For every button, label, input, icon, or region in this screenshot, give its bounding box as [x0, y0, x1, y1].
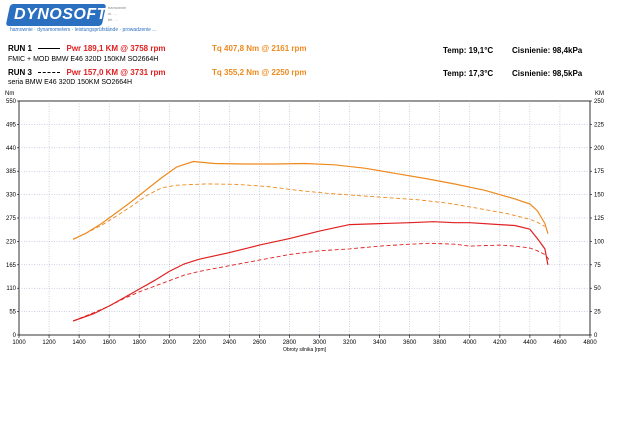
x-tick-label: 4400 — [523, 340, 537, 346]
x-tick-label: 1800 — [133, 340, 147, 346]
x-tick-label: 2200 — [193, 340, 207, 346]
y-right-tick-label: 0 — [594, 333, 598, 339]
logo-tagline: hamownie · dynamometers · leistungsprüfs… — [10, 27, 157, 33]
run3-power: Pwr 157,0 KM @ 3731 rpm — [66, 68, 166, 77]
run3-line-sample — [38, 72, 61, 74]
run3-torque: Tq 355,2 Nm @ 2250 rpm — [212, 68, 307, 77]
x-tick-label: 1400 — [72, 340, 86, 346]
y-left-axis-label: Nm — [5, 91, 14, 97]
y-right-tick-label: 25 — [594, 310, 601, 316]
y-right-tick-label: 200 — [594, 146, 605, 152]
y-right-tick-label: 225 — [594, 122, 605, 128]
x-tick-label: 1000 — [12, 340, 26, 346]
x-tick-label: 2800 — [283, 340, 297, 346]
series-line-3 — [72, 183, 546, 240]
run3-description: seria BMW E46 320D 150KM SO2664H — [8, 79, 133, 86]
contact-line: tel. ... — [108, 17, 118, 22]
run3-label: RUN 3 — [8, 68, 33, 77]
x-tick-label: 3800 — [433, 340, 447, 346]
y-left-tick-label: 55 — [9, 310, 16, 316]
y-right-tick-label: 175 — [594, 169, 605, 175]
series-line-1 — [72, 160, 549, 240]
y-left-tick-label: 440 — [6, 146, 17, 152]
run1-torque: Tq 407,8 Nm @ 2161 rpm — [212, 44, 307, 53]
x-tick-label: 4000 — [463, 340, 477, 346]
contact-line: ... — [108, 23, 112, 28]
series-line-2 — [72, 242, 550, 322]
run1-line-sample — [38, 48, 61, 50]
contact-line: ul. ... — [108, 11, 117, 16]
run3-row: RUN 3 Pwr 157,0 KM @ 3731 rpm — [8, 68, 165, 77]
y-left-tick-label: 220 — [6, 239, 17, 245]
run1-pressure: Cisnienie: 98,4kPa — [512, 46, 583, 55]
x-tick-label: 3400 — [373, 340, 387, 346]
y-left-tick-label: 110 — [6, 286, 16, 292]
dynosoft-logo: DYNOSOFT hamownie · dynamometers · leist… — [5, 4, 156, 34]
y-right-tick-label: 250 — [594, 99, 605, 105]
y-right-tick-label: 150 — [594, 193, 605, 199]
contact-block: hamownie ul. ... tel. ... ... — [108, 5, 126, 29]
y-right-axis-label: KM — [595, 91, 604, 97]
run1-row: RUN 1 Pwr 189,1 KM @ 3758 rpm — [8, 44, 165, 53]
y-left-tick-label: 385 — [6, 169, 17, 175]
run1-description: FMIC + MOD BMW E46 320D 150KM SO2664H — [8, 56, 159, 63]
y-right-tick-label: 75 — [594, 263, 601, 269]
x-tick-label: 3000 — [313, 340, 327, 346]
y-right-tick-label: 50 — [594, 286, 601, 292]
run1-temp: Temp: 19,1°C — [443, 46, 494, 55]
run3-pressure: Cisnienie: 98,5kPa — [512, 69, 583, 78]
y-left-tick-label: 550 — [6, 99, 17, 105]
y-right-tick-label: 100 — [594, 239, 605, 245]
y-right-tick-label: 125 — [594, 216, 605, 222]
run1-power: Pwr 189,1 KM @ 3758 rpm — [66, 44, 166, 53]
y-left-tick-label: 0 — [13, 333, 17, 339]
y-left-tick-label: 275 — [6, 216, 17, 222]
x-tick-label: 2600 — [253, 340, 267, 346]
logo-text: DYNOSOFT — [14, 6, 107, 23]
x-tick-label: 4200 — [493, 340, 507, 346]
x-tick-label: 3200 — [343, 340, 357, 346]
run3-temp: Temp: 17,3°C — [443, 69, 494, 78]
y-left-tick-label: 165 — [6, 263, 17, 269]
x-tick-label: 1600 — [102, 340, 116, 346]
y-left-tick-label: 495 — [6, 122, 17, 128]
x-tick-label: 4800 — [583, 340, 597, 346]
x-axis-label: Obroty silnika [rpm] — [283, 347, 327, 353]
x-tick-label: 2400 — [223, 340, 237, 346]
series-line-0 — [72, 221, 549, 322]
run1-label: RUN 1 — [8, 44, 33, 53]
x-tick-label: 2000 — [163, 340, 177, 346]
x-tick-label: 4600 — [553, 340, 567, 346]
x-tick-label: 1200 — [42, 340, 56, 346]
y-left-tick-label: 330 — [6, 193, 17, 199]
contact-line: hamownie — [108, 5, 127, 10]
x-tick-label: 3600 — [403, 340, 417, 346]
